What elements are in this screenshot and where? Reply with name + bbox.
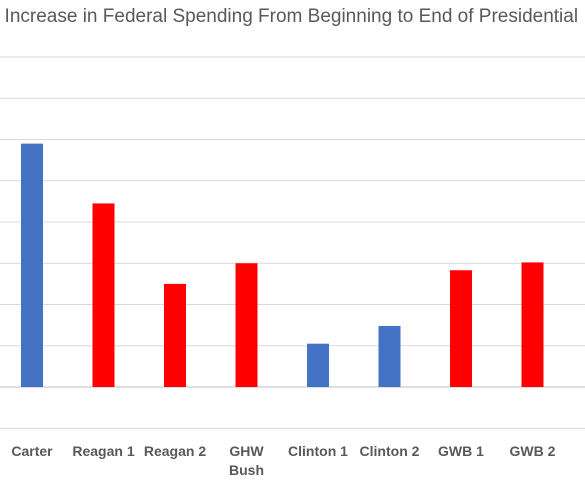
bar <box>521 262 544 387</box>
chart-title: t Increase in Federal Spending From Begi… <box>0 6 579 27</box>
bar <box>21 143 43 387</box>
x-tick-label: GWB 1 <box>438 443 484 459</box>
bar <box>164 283 186 387</box>
x-tick-label: Clinton 1 <box>288 443 348 459</box>
bar <box>378 325 401 387</box>
x-tick-label: Reagan 2 <box>144 443 206 459</box>
x-tick-label: GHW Bush <box>229 443 264 478</box>
x-tick-label: Carter <box>11 443 53 459</box>
x-tick-label: Clinton 2 <box>360 443 420 459</box>
bar <box>235 263 258 387</box>
x-tick-label: Reagan 1 <box>72 443 134 459</box>
bar <box>307 343 329 387</box>
bar <box>450 270 472 387</box>
x-tick-label: GWB 2 <box>510 443 556 459</box>
bar <box>92 203 115 387</box>
